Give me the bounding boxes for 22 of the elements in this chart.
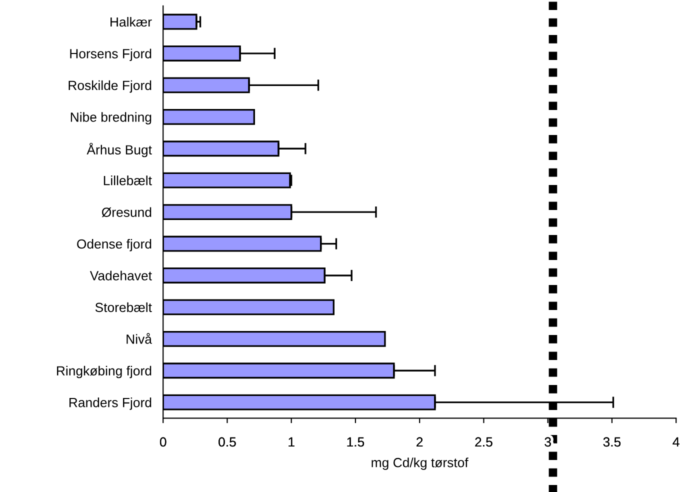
y-tick-label: Ringkøbing fjord: [57, 366, 152, 378]
y-tick-label: Odense fjord: [77, 238, 152, 252]
y-tick-label: Lillebælt: [104, 176, 152, 186]
x-tick-label: 1: [288, 437, 294, 447]
x-tick-label: 3.5: [603, 437, 621, 447]
x-tick-label: 2.5: [475, 437, 492, 447]
x-tick-label: 4: [672, 437, 680, 447]
y-tick-label: Nibe bredning: [70, 112, 152, 124]
y-tick-label: Århus Bugt: [86, 142, 152, 158]
x-tick-label: 2: [416, 437, 423, 447]
x-tick-label: 1.5: [347, 437, 364, 447]
y-tick-label: Randers Fjord: [69, 398, 152, 410]
x-tick-label: 0.5: [218, 437, 236, 447]
x-tick-label: 0: [160, 437, 166, 447]
x-axis-title: mg Cd/kg tørstof: [372, 458, 468, 470]
y-tick-label: Nivå: [126, 333, 152, 344]
y-tick-label: Horsens Fjord: [70, 48, 152, 61]
y-tick-label: Roskilde Fjord: [68, 80, 152, 93]
y-tick-label: Øresund: [102, 207, 152, 218]
y-tick-label: Storebælt: [95, 302, 152, 312]
y-tick-label: Vadehavet: [90, 270, 152, 280]
y-tick-label: Halkær: [110, 16, 152, 27]
